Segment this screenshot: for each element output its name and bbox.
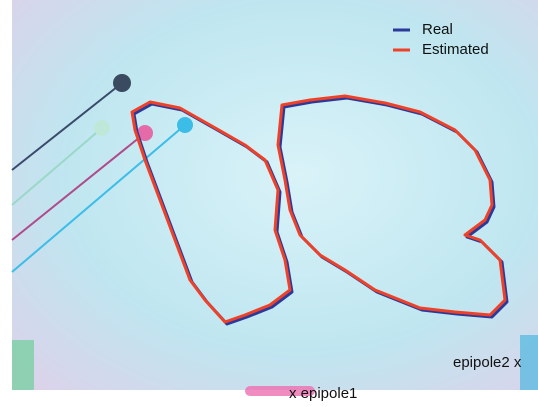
image-background xyxy=(12,0,538,390)
legend-label: Estimated xyxy=(422,41,489,58)
camera-marker xyxy=(177,117,193,133)
camera-marker xyxy=(113,74,131,92)
corner-blob xyxy=(12,340,34,390)
legend-label: Real xyxy=(422,21,453,38)
camera-marker xyxy=(94,120,110,136)
annotation: epipole2 x xyxy=(453,354,522,371)
corner-blob xyxy=(520,335,538,390)
figure: Real Estimated epipole2 x x epipole1 xyxy=(0,0,538,402)
annotation: x epipole1 xyxy=(289,385,357,402)
